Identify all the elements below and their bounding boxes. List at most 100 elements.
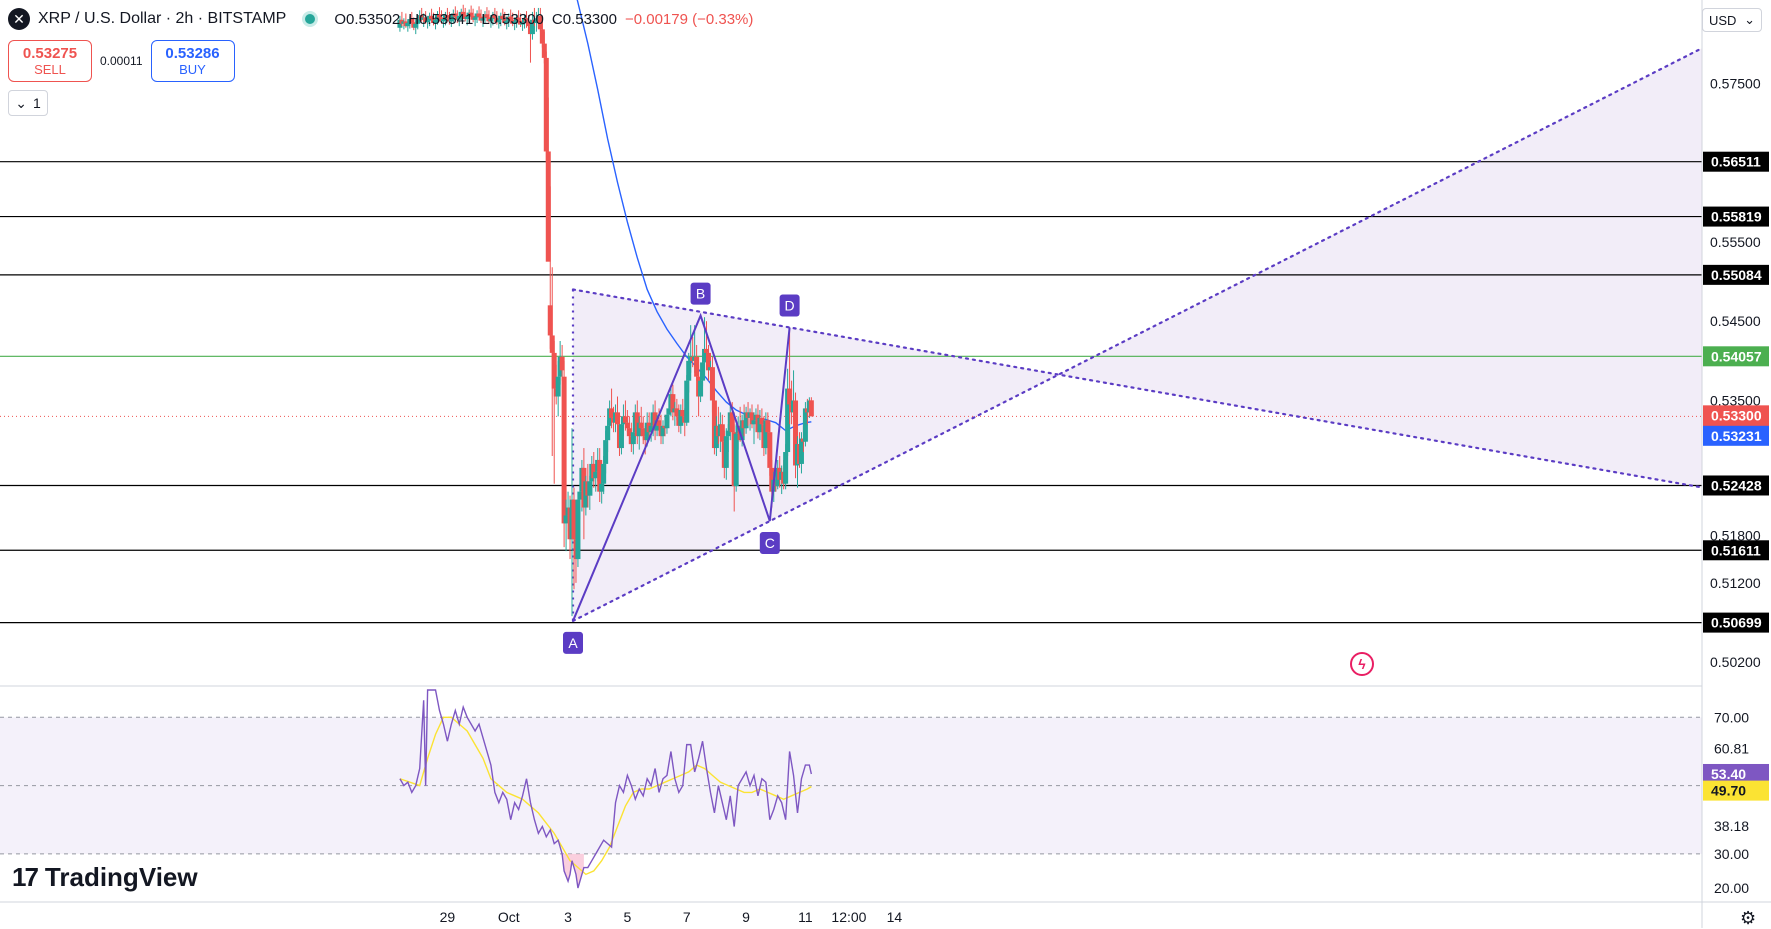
candle-body [743,412,749,429]
triangle-upper-line [571,288,1704,489]
chevron-down-icon: ⌄ [1744,12,1755,27]
candle [545,97,551,262]
y-tick-label: 0.51800 [1710,527,1761,543]
candle-body [684,380,690,423]
candle-body [793,400,799,466]
pattern-point-a: A [563,631,583,654]
rsi-line [399,689,813,889]
candle [559,344,565,381]
candle [670,384,676,421]
rsi-ma-value-label: 49.70 [1703,780,1769,801]
candle [678,404,684,434]
candle [733,424,739,492]
candle-body [425,20,431,23]
candle-body [476,13,482,17]
candle [551,341,557,484]
candle-body [468,12,474,16]
y-tick-label: 0.50200 [1710,654,1761,670]
candle-body [680,409,686,417]
pattern-label-bg [779,294,800,317]
candle-body [751,420,757,425]
level-price-label-text: 0.56511 [1711,154,1761,170]
rsi-tick-label: 38.18 [1714,818,1749,834]
level-price-label-text: 0.55084 [1711,267,1762,283]
candle-body [749,412,755,425]
symbol-title[interactable]: XRP / U.S. Dollar · 2h · BITSTAMP [38,10,287,27]
rsi-tick-label: 60.81 [1714,741,1749,757]
candle [529,11,535,40]
candle-body [636,422,642,437]
candle-body [423,17,429,23]
last-price-text: 0.53300 [1711,407,1762,423]
candle [694,344,700,381]
candle-body [808,400,814,417]
candle-body [674,408,680,417]
candle [597,448,603,502]
candle-body [415,18,421,24]
candle-body [533,18,539,23]
candle-body [571,499,577,540]
x-tick-label: 7 [683,909,691,925]
candle-body [529,19,535,35]
candle-body [656,420,662,426]
candle-body [599,483,605,492]
candle-body [575,499,581,560]
y-tick-label: 0.51200 [1710,575,1761,591]
buy-button[interactable]: 0.53286 BUY [150,40,235,82]
candle-body [630,432,636,445]
candle [785,368,791,456]
candle-body [537,15,543,30]
candle-body [618,424,624,449]
candle-body [694,356,700,377]
pattern-label-bg [563,631,583,654]
level-price-label: 0.54057 [1703,346,1769,367]
sell-button[interactable]: 0.53275 SELL [8,40,92,82]
candle-body [670,394,676,413]
indicator-collapse-button[interactable]: ⌄ 1 [8,90,48,116]
lightning-icon[interactable]: ϟ [1350,652,1374,676]
candle-body [733,433,739,487]
candle-body [512,21,518,24]
level-price-label-text: 0.52428 [1711,477,1762,493]
candle-body [587,481,593,496]
tv-mark-icon: 17 [12,862,39,892]
y-tick-label: 0.53500 [1710,392,1761,408]
gear-icon[interactable]: ⚙ [1740,908,1757,928]
y-tick-label: 0.55500 [1710,234,1761,250]
buy-price: 0.53286 [165,45,220,62]
ohlc-open: O0.53502 [334,10,401,28]
candle-body [456,15,462,20]
rsi-ma-value-label-bg [1703,780,1769,801]
pattern-point-b: B [690,282,711,305]
tradingview-logo: 17 TradingView [12,862,198,893]
candle [533,11,539,32]
candle-body [555,376,561,397]
candle [537,7,543,32]
candle [591,452,597,488]
candle [757,409,763,441]
candle-body [516,17,522,21]
candle-body [504,20,510,23]
x-tick-label: 9 [742,909,750,925]
currency-select[interactable]: USD ⌄ [1702,8,1762,32]
candle-body [405,22,411,27]
candle-body [759,417,765,425]
candle-body [757,417,763,433]
candle-body [541,43,547,58]
candle-body [709,367,715,401]
candle [587,475,593,510]
chevron-down-icon: ⌄ [15,94,27,111]
y-tick-label: 0.54500 [1710,313,1761,329]
candle-body [433,19,439,23]
sell-price: 0.53275 [22,45,78,62]
candle-body [448,17,454,22]
candle-body [436,14,442,18]
candle-body [559,356,565,371]
candle-body [767,432,773,468]
candle [547,186,553,349]
level-price-label-bg [1703,151,1769,172]
candle-body [719,424,725,442]
ohlc-high: H0.53541 [408,10,474,28]
pattern-point-d: D [779,294,800,317]
